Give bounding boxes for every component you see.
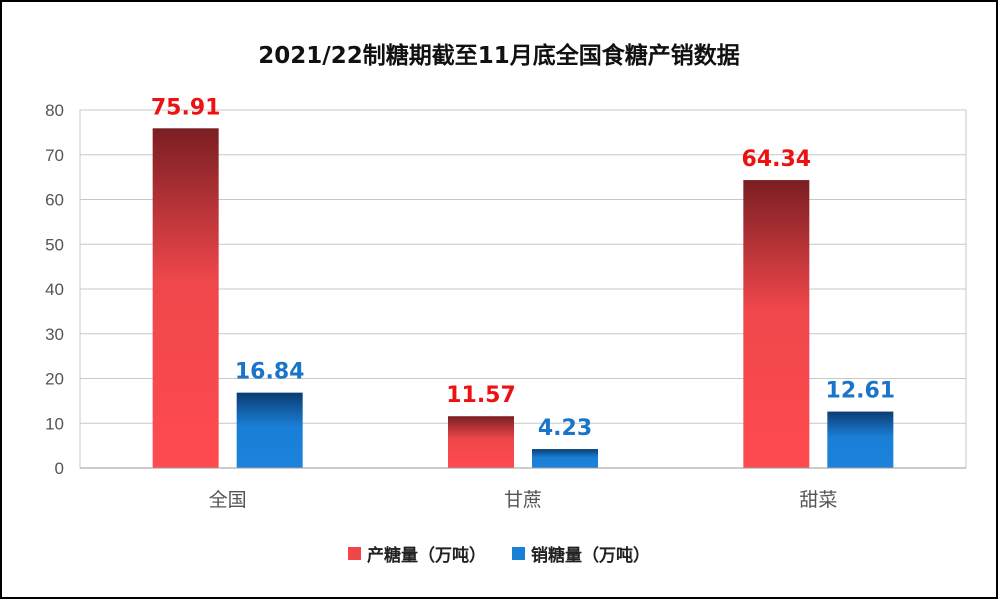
- x-category-label: 甜菜: [799, 489, 837, 511]
- chart-title: 2021/22制糖期截至11月底全国食糖产销数据: [258, 43, 740, 69]
- x-category-label: 全国: [209, 489, 247, 511]
- chart-legend: 产糖量（万吨） 销糖量（万吨）: [0, 541, 998, 566]
- data-label: 16.84: [235, 360, 305, 385]
- y-tick-label: 10: [45, 414, 64, 433]
- y-tick-label: 70: [45, 146, 64, 165]
- legend-item-production: 产糖量（万吨）: [348, 541, 486, 566]
- x-category-label: 甘蔗: [504, 489, 542, 511]
- legend-label-production: 产糖量（万吨）: [367, 546, 486, 566]
- data-label: 64.34: [742, 147, 812, 172]
- bar-production: [448, 416, 514, 468]
- legend-swatch-red: [348, 547, 361, 560]
- bar-sales: [827, 411, 894, 468]
- legend-label-sales: 销糖量（万吨）: [531, 546, 650, 566]
- y-tick-label: 80: [45, 101, 64, 120]
- y-tick-label: 60: [45, 191, 64, 210]
- data-label: 11.57: [446, 383, 516, 408]
- y-tick-label: 30: [45, 325, 64, 344]
- y-tick-label: 20: [45, 370, 64, 389]
- data-label: 12.61: [826, 379, 896, 404]
- bar-sales: [532, 449, 598, 468]
- y-tick-label: 50: [45, 235, 64, 254]
- bar-production: [743, 180, 810, 469]
- data-label: 4.23: [538, 416, 592, 441]
- bar-sales: [236, 392, 303, 468]
- data-label: 75.91: [151, 95, 221, 120]
- y-tick-label: 40: [45, 280, 64, 299]
- y-tick-label: 0: [55, 459, 64, 478]
- legend-item-sales: 销糖量（万吨）: [512, 541, 650, 566]
- legend-swatch-blue: [512, 547, 525, 560]
- bar-production: [152, 128, 219, 469]
